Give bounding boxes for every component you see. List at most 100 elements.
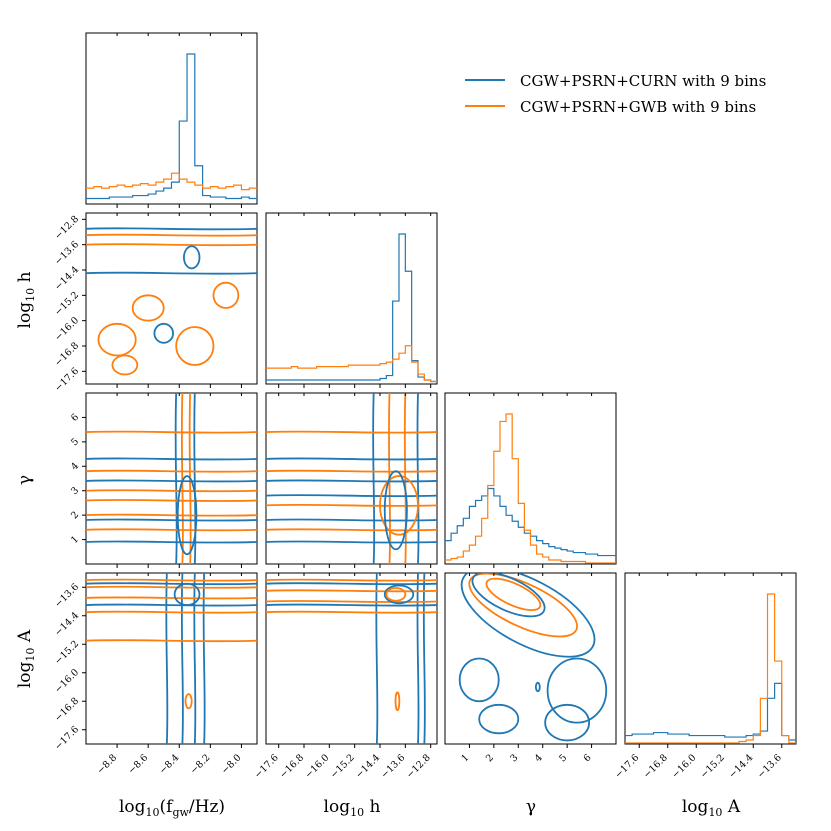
contour-gwb: [111, 354, 139, 376]
contour-curn: [86, 227, 257, 231]
xtick-label-logA: −13.6: [755, 752, 783, 780]
contour-gwb: [394, 691, 401, 712]
xlabel-gamma: γ: [526, 797, 536, 817]
contours-logf-gamma: [86, 393, 257, 564]
contour-gwb: [266, 600, 437, 603]
contour-curn: [86, 582, 257, 586]
hist-logA-series-0: [625, 682, 796, 741]
contours-logf-logA: [86, 573, 257, 744]
xtick-label-logh: −16.8: [278, 752, 306, 780]
ytick-label-gamma: 6: [69, 412, 81, 424]
contour-curn: [86, 540, 257, 544]
hist-gamma-series-1: [445, 413, 616, 564]
xtick-label-gamma: 1: [459, 752, 471, 764]
diag-panel-logf: [85, 32, 258, 205]
contour-curn: [165, 573, 169, 744]
xtick-label-logh: −14.4: [354, 752, 382, 780]
xtick-label-gamma: 6: [582, 752, 594, 764]
xtick-label-logh: −13.6: [379, 752, 407, 780]
contour-gwb: [86, 489, 257, 493]
xtick-label-logf: −8.8: [95, 752, 119, 776]
legend: CGW+PSRN+CURN with 9 bins CGW+PSRN+GWB w…: [465, 72, 766, 116]
ytick-label-logh: −14.4: [53, 264, 81, 292]
contour-curn: [266, 457, 437, 461]
legend-label-gwb: CGW+PSRN+GWB with 9 bins: [520, 98, 756, 116]
ytick-label-logA: −17.6: [53, 724, 81, 752]
xtick-label-logf: −8.6: [126, 752, 150, 776]
contour-gwb: [266, 610, 437, 614]
contour-curn: [375, 573, 379, 744]
contour-curn: [202, 573, 206, 744]
xtick-label-gamma: 3: [508, 752, 520, 764]
contour-gwb: [180, 393, 184, 564]
contour-gwb: [388, 393, 391, 564]
xlabel-logh: log10 h: [324, 797, 381, 819]
contour-curn: [86, 479, 257, 483]
xtick-label-logf: −8.2: [188, 752, 212, 776]
contour-curn: [266, 494, 437, 498]
panel-logh-vs-gamma: [265, 392, 438, 565]
ytick-label-gamma: 1: [69, 534, 81, 546]
contour-gwb: [188, 393, 192, 564]
contour-gwb: [86, 469, 257, 473]
ytick-label-logh: −16.0: [53, 315, 81, 343]
contour-curn: [183, 245, 201, 270]
contour-gwb: [86, 499, 257, 502]
contour-curn: [266, 582, 437, 586]
contour-gwb: [485, 577, 542, 612]
contour-curn: [534, 681, 541, 693]
panel-gamma-vs-logA: [444, 572, 617, 745]
xtick-label-logh: −12.8: [404, 752, 432, 780]
contour-curn: [86, 603, 257, 607]
contour-gwb: [86, 596, 257, 600]
contour-curn: [193, 573, 197, 744]
ylabel-logh: log10 h: [15, 271, 37, 328]
contour-curn: [173, 582, 201, 606]
contour-curn: [383, 470, 408, 551]
panels-layer: −17.6 −16.8 −16.0 −15.2 −14.4 −13.6−17.6−16.8…: [53, 32, 797, 781]
contour-curn: [266, 518, 437, 522]
contour-gwb: [175, 326, 215, 366]
xtick-label-gamma: 4: [533, 752, 545, 764]
contour-curn: [193, 393, 197, 564]
contour-gwb: [97, 322, 137, 357]
contour-curn: [86, 457, 257, 461]
diag-panel-gamma: [444, 392, 617, 565]
ylabel-gamma: γ: [15, 475, 35, 485]
contour-curn: [180, 573, 184, 744]
ytick-label-gamma: 3: [69, 485, 81, 497]
contour-gwb: [86, 233, 257, 237]
contour-gwb: [86, 243, 257, 247]
ytick-label-logh: −17.6: [53, 366, 81, 394]
contour-curn: [383, 584, 415, 605]
ytick-label-logh: −15.2: [53, 290, 81, 318]
contour-curn: [266, 603, 437, 607]
xtick-label-gamma: 5: [557, 752, 569, 764]
contour-curn: [86, 271, 257, 275]
ytick-label-logA: −14.4: [53, 610, 81, 638]
panel-logf-vs-logh: [85, 212, 258, 385]
contour-curn: [266, 479, 437, 483]
contour-curn: [478, 703, 520, 735]
xlabel-logA: log10 A: [682, 797, 741, 819]
contour-gwb: [379, 475, 419, 536]
ytick-label-logh: −16.8: [53, 340, 81, 368]
contour-gwb: [385, 587, 407, 602]
contour-curn: [416, 573, 420, 744]
contour-gwb: [86, 430, 257, 434]
contours-logh-logA: [266, 573, 437, 744]
contour-gwb: [184, 693, 193, 710]
contour-curn: [174, 393, 178, 564]
contours-logf-logh: [86, 227, 257, 376]
contour-gwb: [86, 639, 257, 643]
hist-logh-series-0: [266, 233, 437, 383]
contour-gwb: [86, 585, 257, 589]
contour-gwb: [86, 610, 257, 614]
contour-gwb: [403, 393, 407, 564]
diag-panel-logA: [624, 572, 797, 745]
ytick-label-gamma: 2: [69, 509, 81, 521]
hist-logA-series-1: [625, 593, 796, 744]
contour-curn: [471, 573, 546, 618]
ytick-label-gamma: 4: [69, 461, 81, 473]
